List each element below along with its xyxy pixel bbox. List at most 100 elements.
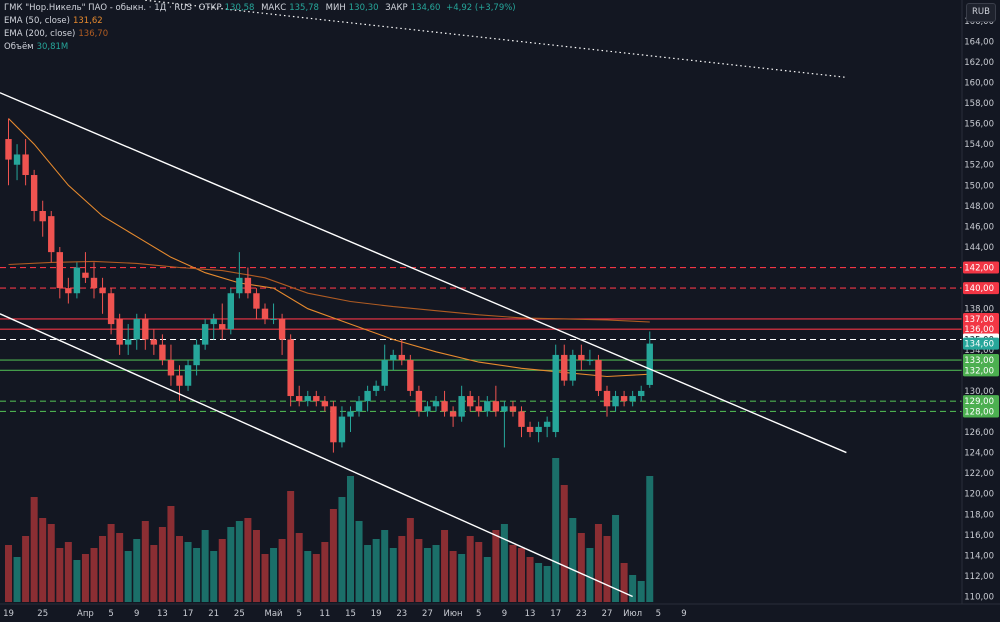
candle-body xyxy=(278,318,286,340)
ema50-value: 131,62 xyxy=(72,16,103,26)
legend-ema200-row[interactable]: EMA (200, close) 136,70 xyxy=(4,28,516,41)
price-tick-label: 122,00 xyxy=(964,469,994,479)
level-tag-box xyxy=(963,405,999,418)
time-tick-label: 21 xyxy=(208,609,219,619)
ema50-line xyxy=(8,118,650,378)
price-tick-label: 120,00 xyxy=(964,490,994,500)
candle-body xyxy=(629,396,636,402)
legend-volume-row[interactable]: Объём 30,81М xyxy=(4,41,516,54)
currency-button[interactable]: RUB xyxy=(966,3,996,22)
candle-body xyxy=(56,252,63,289)
time-tick-label: 15 xyxy=(345,609,356,619)
volume-bar xyxy=(483,557,491,602)
time-tick-label: 11 xyxy=(319,609,330,619)
volume-bar xyxy=(99,536,107,602)
volume-bar xyxy=(543,566,551,602)
price-tick-label: 116,00 xyxy=(964,531,994,541)
level-tag-label: 128,00 xyxy=(964,407,994,417)
trendline xyxy=(145,0,847,78)
candle-body xyxy=(99,288,106,294)
candle-body xyxy=(142,318,149,340)
high-label: МАКС xyxy=(261,3,287,13)
time-tick-label: 13 xyxy=(525,609,536,619)
candle-body xyxy=(501,406,508,412)
time-axis[interactable]: 19 25 Апр 5 9 13 17 21 25 Май 5 11 15 19 23 27 Июн 5 9 13 17… xyxy=(3,609,687,619)
volume-bar xyxy=(458,554,466,602)
volume-bar xyxy=(612,515,620,602)
candle-body xyxy=(244,277,252,294)
volume-bar xyxy=(210,551,218,602)
volume-bar xyxy=(244,518,252,602)
price-tick-label: 152,00 xyxy=(964,161,994,171)
level-tag-label: 132,00 xyxy=(964,366,994,376)
candle-body xyxy=(372,385,380,391)
candle-body xyxy=(73,267,81,294)
legend-symbol-row: ГМК "Нор.Никель" ПАО - обыкн. · 1Д · RUS… xyxy=(4,2,516,15)
time-tick-label: 19 xyxy=(371,609,382,619)
ema200-line xyxy=(8,260,650,323)
price-tick-label: 158,00 xyxy=(964,99,994,109)
volume-bar xyxy=(270,548,278,602)
volume-bar xyxy=(347,476,354,602)
candle-body xyxy=(13,154,21,165)
candle-body xyxy=(176,375,183,386)
volume-bar xyxy=(184,542,192,602)
volume-bar xyxy=(552,458,560,602)
volume-bar xyxy=(577,533,585,602)
candle-body xyxy=(236,277,243,294)
price-tick-label: 110,00 xyxy=(964,593,994,603)
level-tag-label: 136,00 xyxy=(964,325,994,335)
volume-bar xyxy=(90,548,98,602)
time-tick-label: Июл xyxy=(623,609,642,619)
volume-bar xyxy=(569,518,577,602)
candle-body xyxy=(261,308,269,319)
volume-bar xyxy=(22,536,30,602)
candle-body xyxy=(22,154,29,176)
legend-ema50-row[interactable]: EMA (50, close) 131,62 xyxy=(4,15,516,28)
ema50-label: EMA (50, close) xyxy=(4,16,70,26)
volume-bar xyxy=(124,551,132,602)
volume-bar xyxy=(107,524,115,602)
volume-bar xyxy=(56,548,64,602)
volume-bar xyxy=(406,518,414,602)
low-value: 130,30 xyxy=(348,3,379,13)
price-axis[interactable]: 110,00 112,00 114,00 116,00 118,00 120,00 122,… xyxy=(964,17,994,603)
candle-body xyxy=(167,360,175,376)
level-tag-box xyxy=(963,323,999,336)
symbol-title[interactable]: ГМК "Нор.Никель" ПАО - обыкн. · 1Д · RUS xyxy=(4,3,192,13)
price-tick-label: 114,00 xyxy=(964,551,994,561)
time-tick-label: 9 xyxy=(134,609,139,619)
candle-body xyxy=(586,360,594,362)
volume-bar xyxy=(518,548,525,602)
volume-bar xyxy=(176,536,183,602)
volume-bar xyxy=(398,536,406,602)
volume-bar xyxy=(278,539,286,602)
volume-bar xyxy=(81,554,89,602)
time-tick-label: 5 xyxy=(108,609,113,619)
candle-body xyxy=(159,344,166,361)
volume-bar xyxy=(201,530,209,602)
candle-body xyxy=(125,339,132,345)
candle-body xyxy=(338,416,346,443)
volume-bar xyxy=(629,575,637,602)
candle-body xyxy=(646,343,653,385)
candle-body xyxy=(5,139,12,160)
candle-body xyxy=(458,396,465,417)
close-label: ЗАКР xyxy=(385,3,408,13)
volume-bar xyxy=(603,536,611,602)
volume-bar xyxy=(423,548,431,602)
candle-body xyxy=(424,406,431,412)
volume-bar xyxy=(441,530,449,602)
price-tick-label: 138,00 xyxy=(964,305,994,315)
price-tick-label: 126,00 xyxy=(964,428,994,438)
price-tick-label: 130,00 xyxy=(964,387,994,397)
trendlines-layer xyxy=(0,0,847,598)
candle-body xyxy=(227,293,234,330)
volume-bar xyxy=(560,485,568,602)
volume-bar xyxy=(526,557,534,602)
candle-body xyxy=(518,411,525,427)
candle-body xyxy=(330,406,337,443)
volume-bar xyxy=(150,545,158,602)
